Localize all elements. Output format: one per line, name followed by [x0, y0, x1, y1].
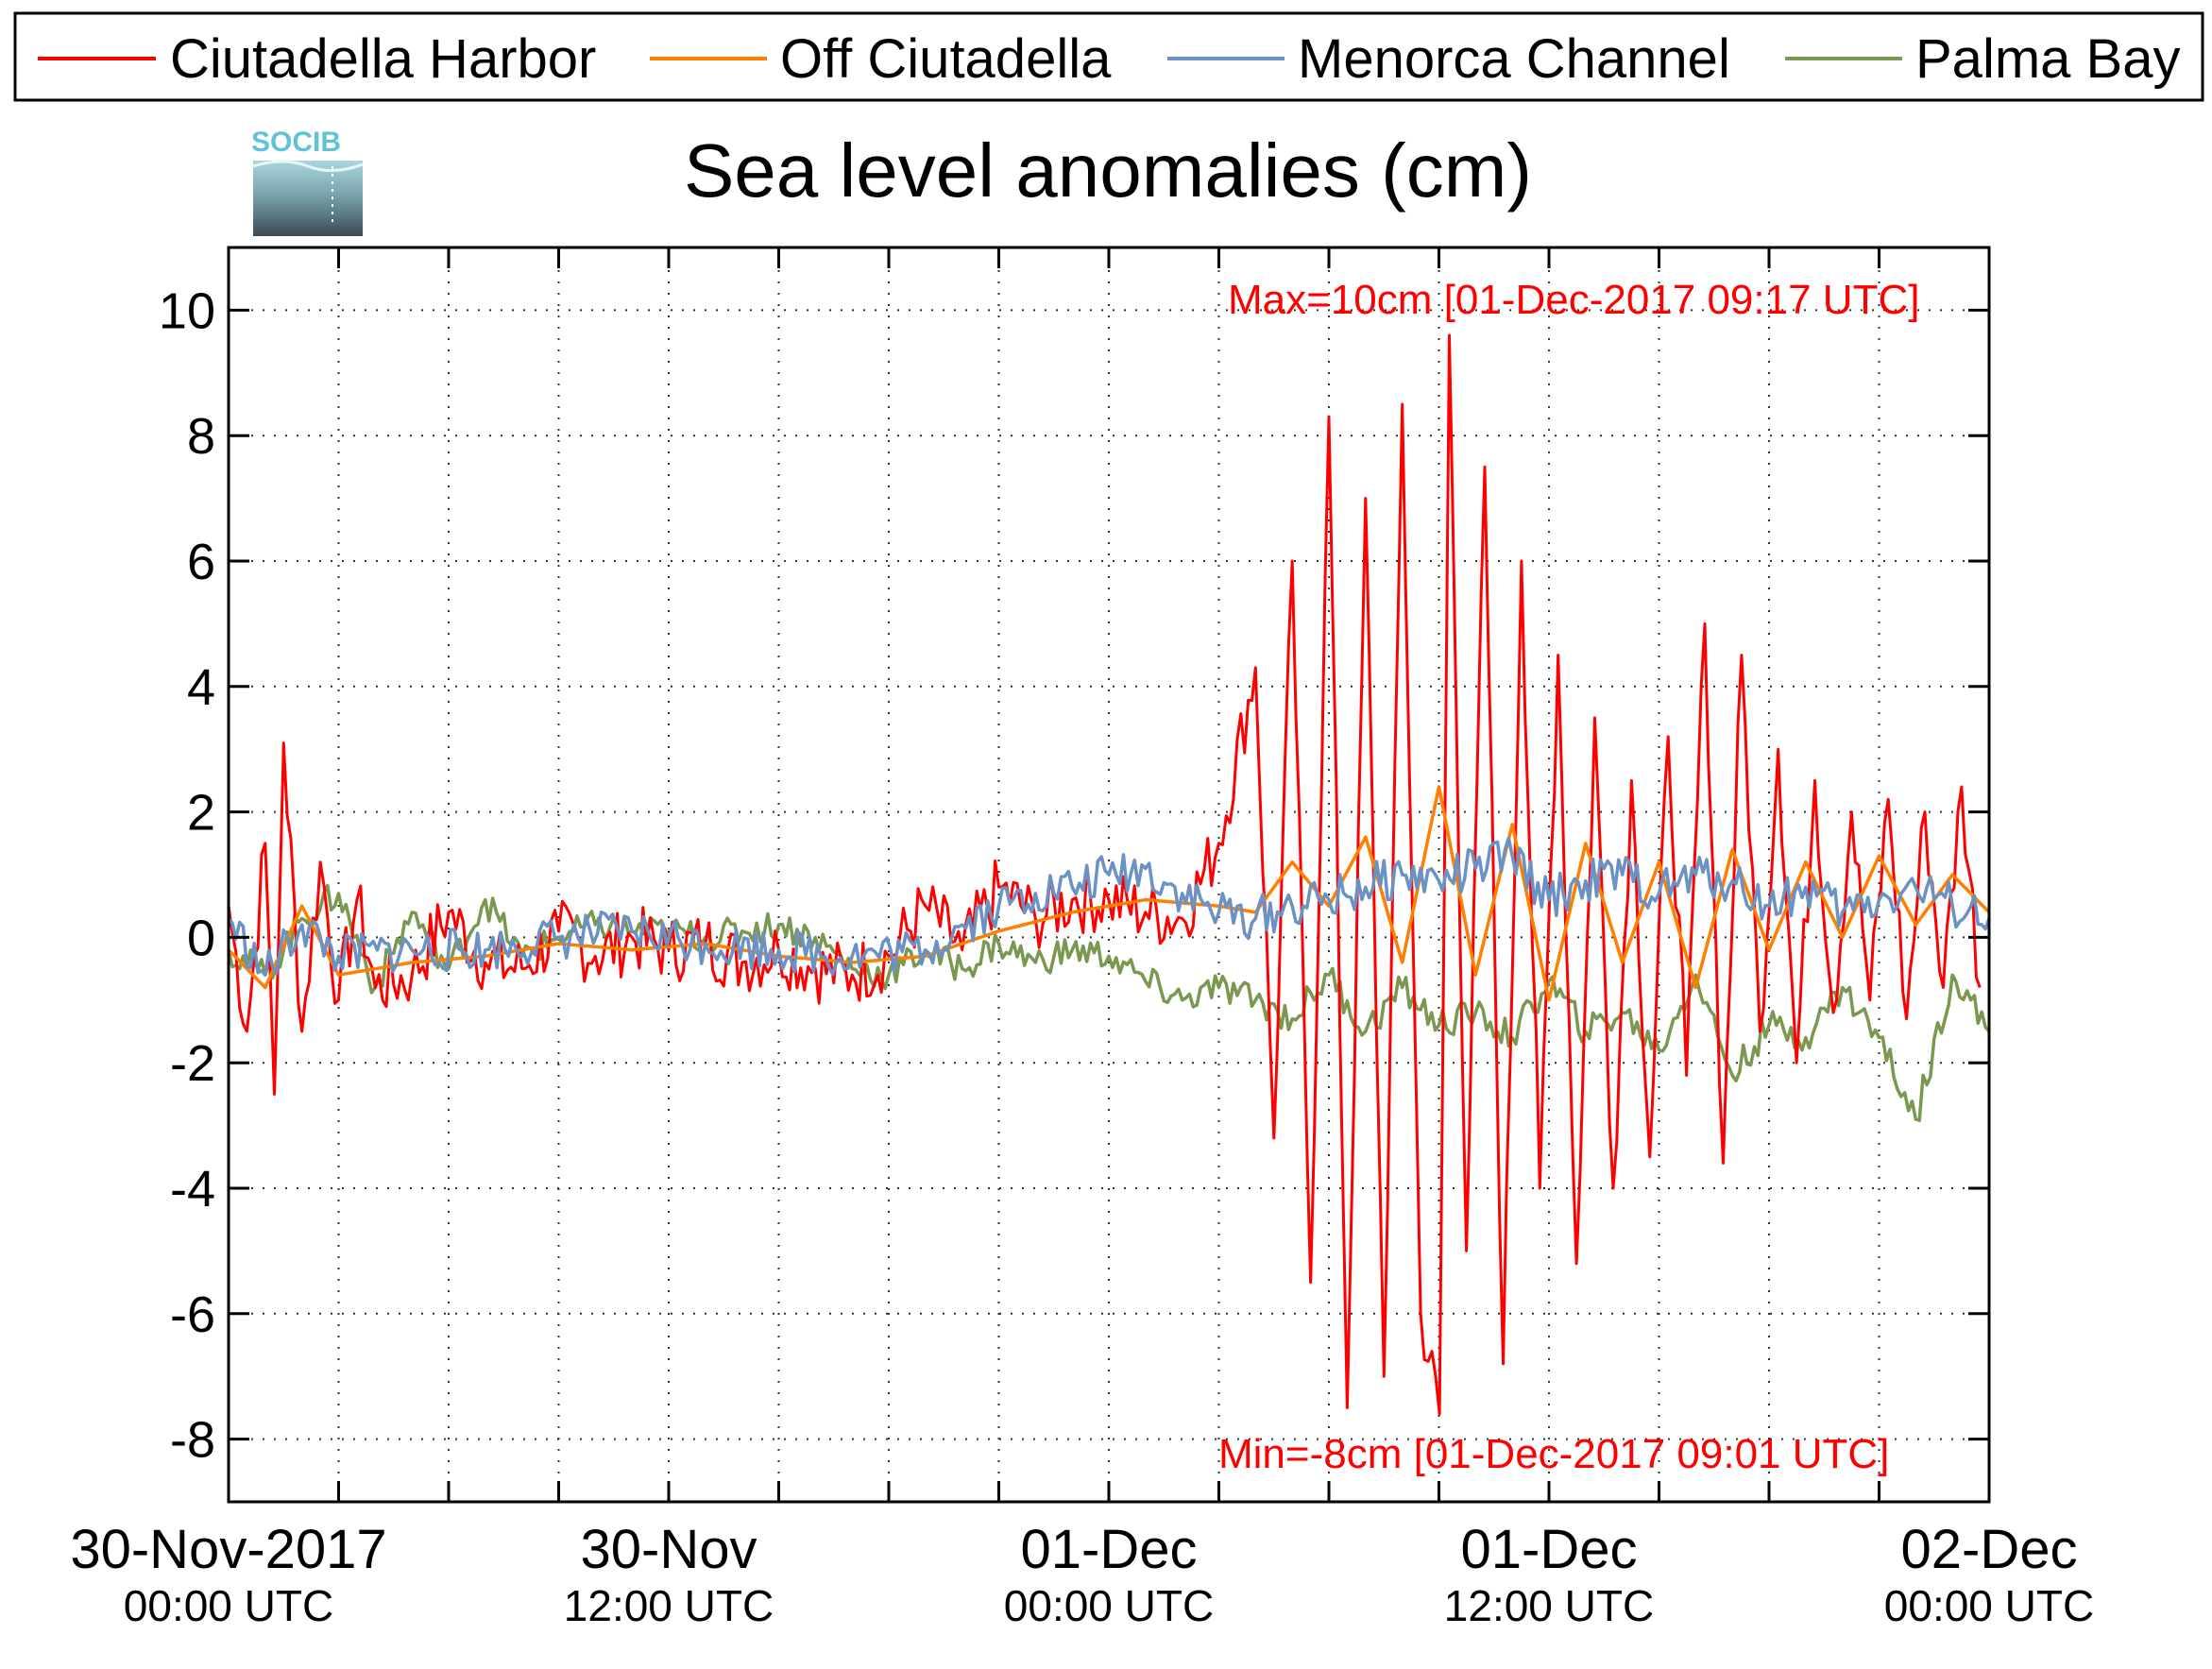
min-annotation: Min=-8cm [01-Dec-2017 09:01 UTC] [1218, 1431, 1889, 1477]
ytick-label: 10 [159, 282, 215, 339]
xtick-date-label: 30-Nov [581, 1519, 757, 1580]
ytick-label: 6 [187, 534, 215, 590]
ytick-label: -8 [170, 1412, 215, 1469]
logo-text: SOCIB [251, 127, 341, 158]
ytick-label: -6 [170, 1286, 215, 1343]
chart-title: Sea level anomalies (cm) [684, 128, 1532, 213]
series-line-off-ciutadella [227, 785, 1991, 1002]
xtick-date-label: 30-Nov-2017 [70, 1519, 386, 1580]
series-line-menorca-channel [227, 836, 1991, 977]
xtick-time-label: 00:00 UTC [1884, 1581, 2094, 1630]
ytick-label: -4 [170, 1161, 215, 1218]
legend-label-off-ciutadella: Off Ciutadella [780, 28, 1112, 90]
ytick-label: 4 [187, 659, 215, 716]
legend-label-ciutadella-harbor: Ciutadella Harbor [170, 28, 596, 90]
ytick-label: 2 [187, 785, 215, 842]
xtick-time-label: 12:00 UTC [564, 1581, 774, 1630]
series-line-ciutadella-harbor [227, 333, 1982, 1416]
ytick-label: 0 [187, 910, 215, 966]
socib-logo: SOCIB [251, 127, 364, 236]
xtick-date-label: 01-Dec [1021, 1519, 1198, 1580]
max-annotation: Max=10cm [01-Dec-2017 09:17 UTC] [1228, 277, 1919, 323]
xtick-time-label: 00:00 UTC [1004, 1581, 1214, 1630]
ytick-label: -2 [170, 1035, 215, 1092]
series-layer [227, 333, 1991, 1416]
ytick-label: 8 [187, 408, 215, 465]
xtick-date-label: 02-Dec [1901, 1519, 2078, 1580]
legend-label-menorca-channel: Menorca Channel [1298, 28, 1730, 90]
xtick-date-label: 01-Dec [1461, 1519, 1638, 1580]
legend-label-palma-bay: Palma Bay [1915, 28, 2180, 90]
xtick-time-label: 00:00 UTC [124, 1581, 333, 1630]
legend: Ciutadella Harbor Off Ciutadella Menorca… [13, 11, 2204, 102]
xtick-time-label: 12:00 UTC [1444, 1581, 1654, 1630]
ticks [227, 247, 1991, 1502]
